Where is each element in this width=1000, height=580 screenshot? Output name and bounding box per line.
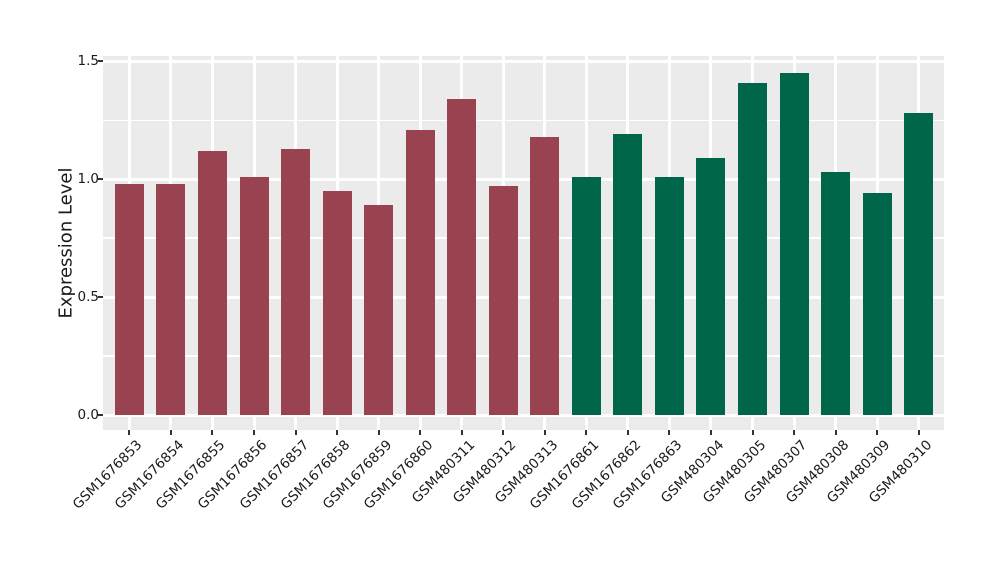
x-tick-mark	[502, 430, 505, 435]
bar	[239, 176, 269, 415]
y-tick-label: 0.0	[77, 407, 99, 423]
x-tick-mark	[294, 430, 297, 435]
y-tick-mark	[98, 296, 103, 299]
bar	[779, 73, 809, 415]
major-gridline	[103, 295, 944, 299]
major-gridline	[103, 59, 944, 63]
bar	[364, 205, 394, 415]
x-tick-mark	[626, 430, 629, 435]
bar	[322, 191, 352, 415]
bar	[654, 176, 684, 415]
major-gridline	[103, 177, 944, 181]
x-tick-mark	[709, 430, 712, 435]
major-gridline	[103, 413, 944, 417]
x-tick-mark	[211, 430, 214, 435]
x-tick-mark	[668, 430, 671, 435]
x-tick-mark	[377, 430, 380, 435]
x-tick-mark	[128, 430, 131, 435]
x-tick-mark	[253, 430, 256, 435]
x-tick-mark	[169, 430, 172, 435]
y-tick-label: 1.5	[77, 53, 99, 70]
bar	[862, 193, 892, 415]
minor-gridline	[103, 355, 944, 357]
bar	[613, 134, 643, 415]
x-tick-mark	[336, 430, 339, 435]
bar	[197, 150, 227, 415]
x-tick-mark	[834, 430, 837, 435]
plot-panel	[103, 56, 944, 430]
x-tick-mark	[876, 430, 879, 435]
y-tick-label: 0.5	[77, 289, 99, 306]
y-tick-mark	[98, 414, 103, 416]
bar	[696, 157, 726, 415]
bar	[156, 183, 186, 415]
x-tick-mark	[460, 430, 463, 435]
bar	[488, 186, 518, 415]
y-tick-mark	[98, 60, 103, 63]
x-tick-mark	[543, 430, 546, 435]
x-tick-mark	[585, 430, 588, 435]
bar	[738, 82, 767, 415]
bar	[904, 113, 934, 415]
minor-gridline	[103, 119, 944, 121]
minor-gridline	[103, 237, 944, 239]
bar	[571, 176, 601, 415]
x-tick-mark	[419, 430, 422, 435]
y-tick-mark	[98, 178, 103, 181]
bar	[405, 129, 435, 415]
bar	[114, 183, 144, 415]
bar	[281, 148, 311, 415]
x-tick-mark	[793, 430, 796, 435]
x-tick-mark	[917, 430, 920, 435]
bar	[447, 99, 477, 415]
bar	[821, 172, 851, 415]
y-tick-label: 1.0	[77, 171, 99, 188]
bar	[530, 136, 560, 415]
x-tick-mark	[751, 430, 754, 435]
